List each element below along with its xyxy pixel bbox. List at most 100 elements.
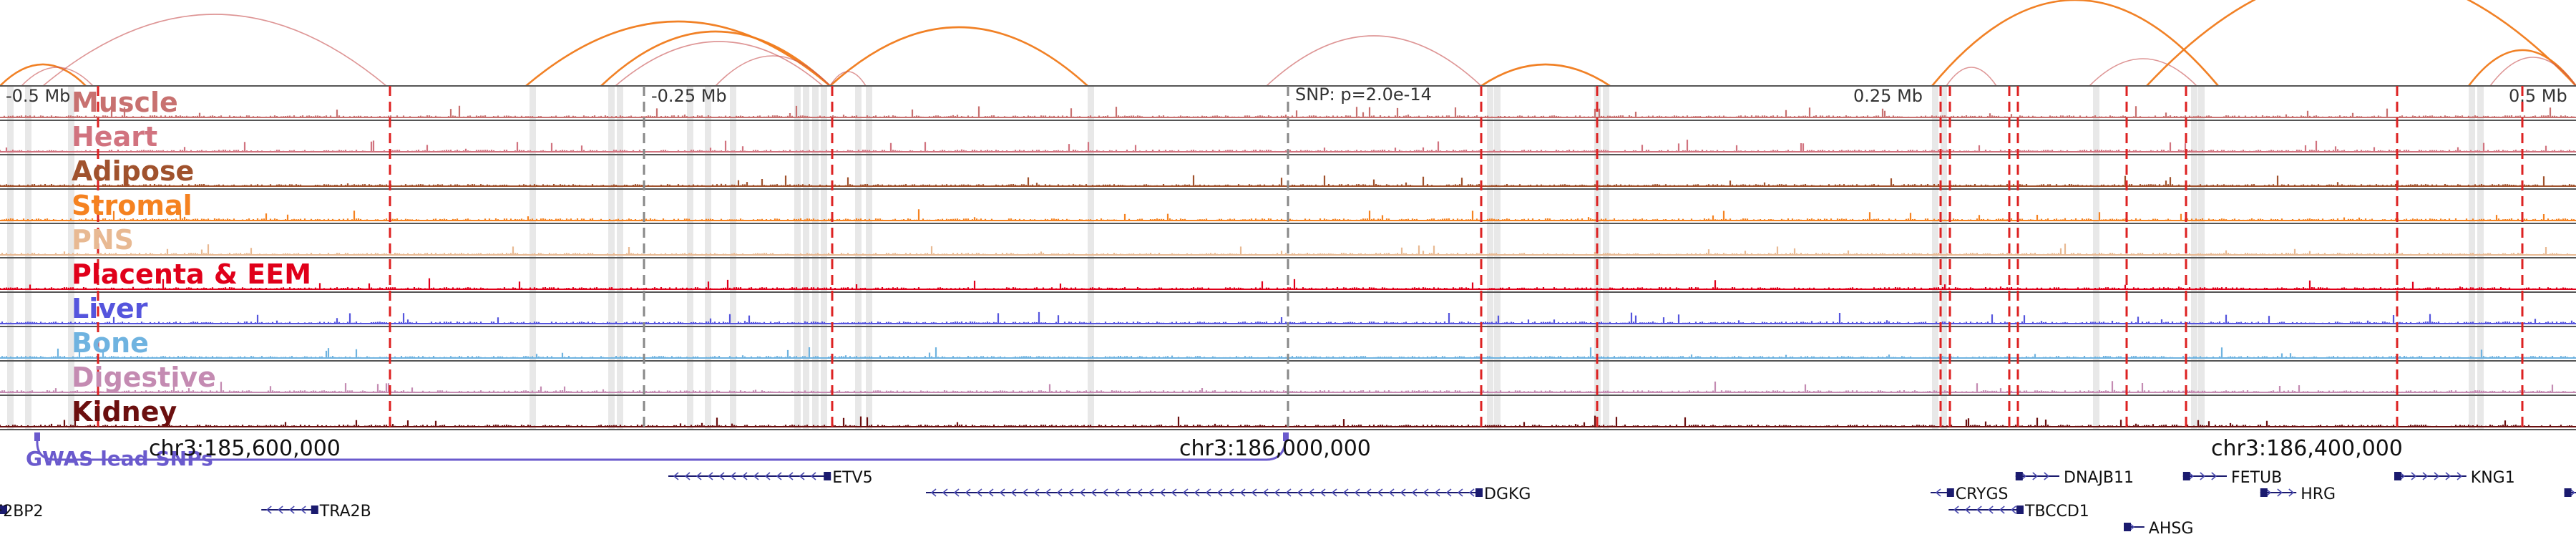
strand-arrow bbox=[2288, 488, 2295, 497]
strand-arrow bbox=[942, 488, 948, 497]
strand-arrow bbox=[787, 472, 794, 480]
strand-arrow bbox=[1342, 488, 1349, 497]
strand-arrow bbox=[1354, 488, 1360, 497]
strand-arrow bbox=[1125, 488, 1131, 497]
strand-arrow bbox=[1987, 505, 1994, 514]
strand-arrow bbox=[1205, 488, 1211, 497]
gene-exon bbox=[2394, 472, 2401, 480]
strand-arrow bbox=[1182, 488, 1189, 497]
strand-arrow bbox=[730, 472, 736, 480]
strand-arrow bbox=[1102, 488, 1108, 497]
strand-arrow bbox=[2445, 472, 2451, 480]
strand-arrow bbox=[1262, 488, 1269, 497]
strand-arrow bbox=[1171, 488, 1177, 497]
strand-arrow bbox=[1377, 488, 1383, 497]
chromatin-loop-arc bbox=[2489, 57, 2576, 87]
strand-arrow bbox=[1365, 488, 1372, 497]
gene-label: ETV5 bbox=[832, 469, 872, 487]
chromatin-loop-arc bbox=[525, 20, 831, 87]
chromatin-loop-arc bbox=[0, 63, 87, 87]
strand-arrow bbox=[741, 472, 748, 480]
strand-arrow bbox=[1022, 488, 1028, 497]
gene-label: TBCCD1 bbox=[2024, 503, 2089, 521]
track-label-adipose: Adipose bbox=[72, 155, 194, 187]
gene-etv5: ETV5 bbox=[668, 469, 873, 487]
chromatin-loop-arc bbox=[600, 30, 831, 87]
strand-arrow bbox=[1148, 488, 1154, 497]
track-label-pns: PNS bbox=[72, 224, 134, 256]
strand-arrow bbox=[1239, 488, 1246, 497]
strand-arrow bbox=[1457, 488, 1463, 497]
distance-marker-plus-0-25: 0.25 Mb bbox=[1853, 86, 1923, 106]
gene-exon bbox=[0, 505, 7, 514]
gene-kng1: KNG1 bbox=[2394, 469, 2515, 487]
strand-arrow bbox=[1045, 488, 1051, 497]
gene-label: CRYGS bbox=[1956, 485, 2009, 503]
strand-arrow bbox=[1411, 488, 1418, 497]
strand-arrow bbox=[1010, 488, 1017, 497]
gene-annotation-track: IGF2BP2 TRA2B ETV5 DGKG DNAJB11 CRYGS TBCCD1 FE… bbox=[0, 469, 2576, 537]
strand-arrow bbox=[1308, 488, 1314, 497]
strand-arrow bbox=[684, 472, 691, 480]
strand-arrow bbox=[1285, 488, 1292, 497]
strand-arrow bbox=[696, 472, 702, 480]
gene-exon bbox=[2260, 488, 2268, 497]
chromatin-loop-arc bbox=[21, 67, 94, 87]
track-label-muscle: Muscle bbox=[72, 87, 178, 118]
strand-arrow bbox=[976, 488, 982, 497]
strand-arrow bbox=[673, 472, 679, 480]
track-label-placenta-eem: Placenta & EEM bbox=[72, 258, 311, 290]
strand-arrow bbox=[718, 472, 725, 480]
strand-arrow bbox=[1251, 488, 1257, 497]
strand-arrow bbox=[1976, 505, 1982, 514]
strand-arrow bbox=[953, 488, 960, 497]
gwas-lead-link bbox=[36, 432, 1287, 461]
gene-igf2bp2: IGF2BP2 bbox=[0, 503, 44, 521]
gene-tbccd1: TBCCD1 bbox=[1948, 503, 2089, 521]
gene-label: FETUB bbox=[2231, 469, 2282, 487]
strand-arrow bbox=[1136, 488, 1143, 497]
strand-arrow bbox=[288, 505, 295, 514]
strand-arrow bbox=[707, 472, 713, 480]
strand-arrow bbox=[1297, 488, 1303, 497]
gene-exon bbox=[2564, 488, 2572, 497]
strand-arrow bbox=[764, 472, 771, 480]
gene-crygs: CRYGS bbox=[1931, 485, 2009, 503]
strand-arrow bbox=[810, 472, 816, 480]
strand-arrow bbox=[2010, 505, 2016, 514]
strand-arrow bbox=[2044, 472, 2050, 480]
gene-label: HRG bbox=[2301, 485, 2336, 503]
gene-dnajb11: DNAJB11 bbox=[2015, 469, 2134, 487]
gene-label: TRA2B bbox=[319, 503, 371, 521]
strand-arrow bbox=[2211, 472, 2218, 480]
strand-arrow bbox=[1935, 488, 1941, 497]
gene-exon bbox=[1946, 488, 1954, 497]
gene-exon bbox=[2015, 472, 2023, 480]
strand-arrow bbox=[1400, 488, 1406, 497]
strand-arrow bbox=[776, 472, 782, 480]
chromatin-loop-arc bbox=[1480, 63, 1611, 87]
strand-arrow bbox=[1964, 505, 1971, 514]
track-label-stromal: Stromal bbox=[72, 190, 192, 221]
gene-exon bbox=[2016, 505, 2024, 514]
strand-arrow bbox=[999, 488, 1005, 497]
strand-arrow bbox=[1388, 488, 1395, 497]
gene-ahsg: AHSG bbox=[2124, 520, 2193, 537]
chromatin-loop-arc bbox=[42, 14, 387, 87]
strand-arrow bbox=[1331, 488, 1337, 497]
gwas-snp-mark bbox=[1283, 432, 1289, 441]
strand-arrow bbox=[1194, 488, 1200, 497]
snp-pvalue-label: SNP: p=2.0e-14 bbox=[1295, 84, 1432, 105]
chromatin-loop-arc bbox=[615, 41, 824, 87]
strand-arrow bbox=[1445, 488, 1452, 497]
strand-arrow bbox=[987, 488, 994, 497]
strand-arrow bbox=[2434, 472, 2440, 480]
strand-arrow bbox=[2422, 472, 2429, 480]
gene-tra2b: TRA2B bbox=[261, 503, 371, 521]
strand-arrow bbox=[753, 472, 759, 480]
strand-arrow bbox=[930, 488, 937, 497]
distance-marker-minus-0-25: -0.25 Mb bbox=[651, 86, 727, 106]
strand-arrow bbox=[965, 488, 971, 497]
